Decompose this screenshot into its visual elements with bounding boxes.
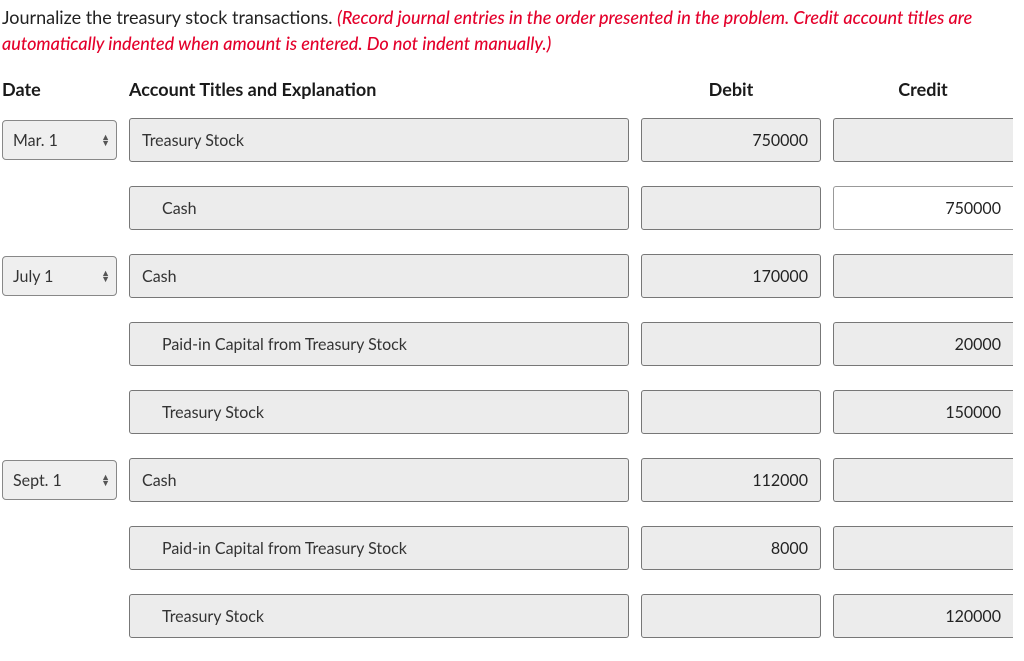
debit-input[interactable]: 8000 xyxy=(641,526,821,570)
header-debit: Debit xyxy=(641,78,821,100)
account-title-input[interactable]: Treasury Stock xyxy=(129,594,629,638)
instruction-text: Journalize the treasury stock transactio… xyxy=(0,0,1024,56)
header-account: Account Titles and Explanation xyxy=(129,78,629,100)
account-title-input[interactable]: Cash xyxy=(129,458,629,502)
stepper-icon: ▲▼ xyxy=(101,270,110,282)
credit-input[interactable] xyxy=(833,526,1013,570)
debit-input[interactable] xyxy=(641,322,821,366)
credit-input[interactable]: 150000 xyxy=(833,390,1013,434)
journal-row: Paid-in Capital from Treasury Stock 8000 xyxy=(2,526,1022,570)
header-date: Date xyxy=(2,78,117,100)
date-select[interactable]: Mar. 1 ▲▼ xyxy=(2,120,117,160)
account-title-input[interactable]: Treasury Stock xyxy=(129,118,629,162)
header-credit: Credit xyxy=(833,78,1013,100)
debit-input[interactable]: 170000 xyxy=(641,254,821,298)
credit-input[interactable]: 120000 xyxy=(833,594,1013,638)
credit-input[interactable] xyxy=(833,458,1013,502)
account-title-input[interactable]: Cash xyxy=(129,254,629,298)
column-headers: Date Account Titles and Explanation Debi… xyxy=(0,78,1024,100)
date-select[interactable]: Sept. 1 ▲▼ xyxy=(2,460,117,500)
debit-input[interactable] xyxy=(641,186,821,230)
journal-rows: Mar. 1 ▲▼ Treasury Stock 750000 Cash 750000 Ju… xyxy=(0,118,1024,638)
debit-input[interactable]: 750000 xyxy=(641,118,821,162)
credit-input[interactable] xyxy=(833,254,1013,298)
credit-input[interactable]: 750000 xyxy=(833,186,1013,230)
credit-input[interactable]: 20000 xyxy=(833,322,1013,366)
account-title-input[interactable]: Paid-in Capital from Treasury Stock xyxy=(129,322,629,366)
credit-input[interactable] xyxy=(833,118,1013,162)
date-label: Mar. 1 xyxy=(13,131,58,150)
journal-row: Treasury Stock 120000 xyxy=(2,594,1022,638)
journal-row: Paid-in Capital from Treasury Stock 20000 xyxy=(2,322,1022,366)
account-title-input[interactable]: Cash xyxy=(129,186,629,230)
debit-input[interactable]: 112000 xyxy=(641,458,821,502)
debit-input[interactable] xyxy=(641,390,821,434)
journal-row: Treasury Stock 150000 xyxy=(2,390,1022,434)
date-label: Sept. 1 xyxy=(13,471,62,490)
journal-row: Sept. 1 ▲▼ Cash 112000 xyxy=(2,458,1022,502)
account-title-input[interactable]: Paid-in Capital from Treasury Stock xyxy=(129,526,629,570)
debit-input[interactable] xyxy=(641,594,821,638)
journal-row: Cash 750000 xyxy=(2,186,1022,230)
stepper-icon: ▲▼ xyxy=(101,134,110,146)
date-label: July 1 xyxy=(13,267,53,286)
stepper-icon: ▲▼ xyxy=(101,474,110,486)
journal-row: July 1 ▲▼ Cash 170000 xyxy=(2,254,1022,298)
journal-row: Mar. 1 ▲▼ Treasury Stock 750000 xyxy=(2,118,1022,162)
instruction-black: Journalize the treasury stock transactio… xyxy=(2,6,337,28)
date-select[interactable]: July 1 ▲▼ xyxy=(2,256,117,296)
account-title-input[interactable]: Treasury Stock xyxy=(129,390,629,434)
